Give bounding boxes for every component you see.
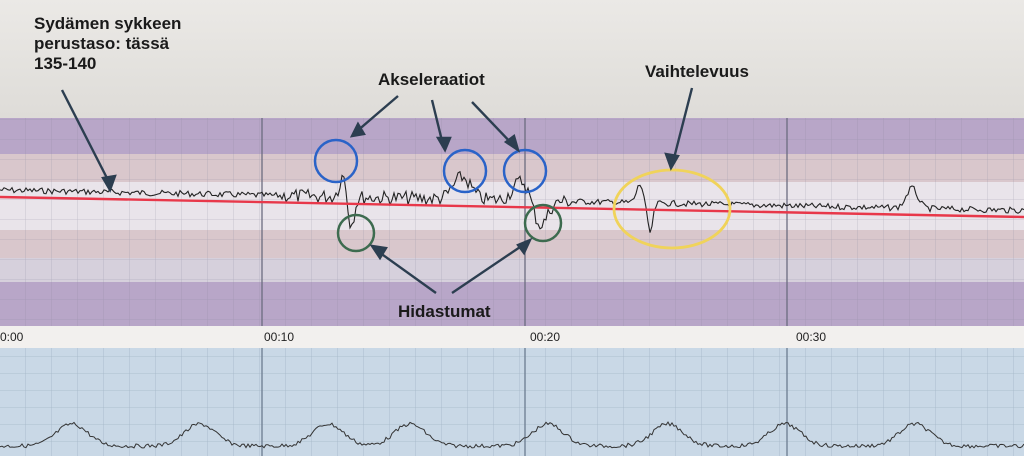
variability-annotation: Vaihtelevuus	[645, 62, 749, 81]
time-label-30: 00:30	[796, 330, 827, 344]
accelerations-annotation: Akseleraatiot	[378, 70, 485, 89]
acceleration-circle	[442, 148, 488, 194]
deceleration-circle	[523, 203, 563, 243]
time-label-0: 0:00	[0, 330, 24, 344]
decelerations-annotation: Hidastumat	[398, 302, 491, 321]
acceleration-circle	[313, 138, 359, 184]
fhr-strip	[0, 118, 1024, 326]
baseline-annotation-line-2: perustaso: tässä	[34, 34, 170, 53]
fhr-trace	[0, 170, 1024, 233]
baseline-line	[0, 195, 1024, 219]
baseline-annotation: Sydämen sykkeen perustaso: tässä 135-140	[34, 14, 181, 74]
deceleration-circle	[336, 213, 376, 253]
time-label-20: 00:20	[530, 330, 561, 344]
acceleration-circle	[502, 148, 548, 194]
uc-trace	[0, 421, 1024, 449]
baseline-annotation-line-3: 135-140	[34, 54, 97, 73]
time-label-10: 00:10	[264, 330, 295, 344]
variability-ellipse	[612, 168, 732, 250]
paper-top	[0, 0, 1024, 118]
baseline-annotation-line-1: Sydämen sykkeen	[34, 14, 182, 33]
annotation-arrows	[60, 87, 694, 294]
time-axis-band	[0, 326, 1024, 348]
uc-strip	[0, 348, 1024, 456]
